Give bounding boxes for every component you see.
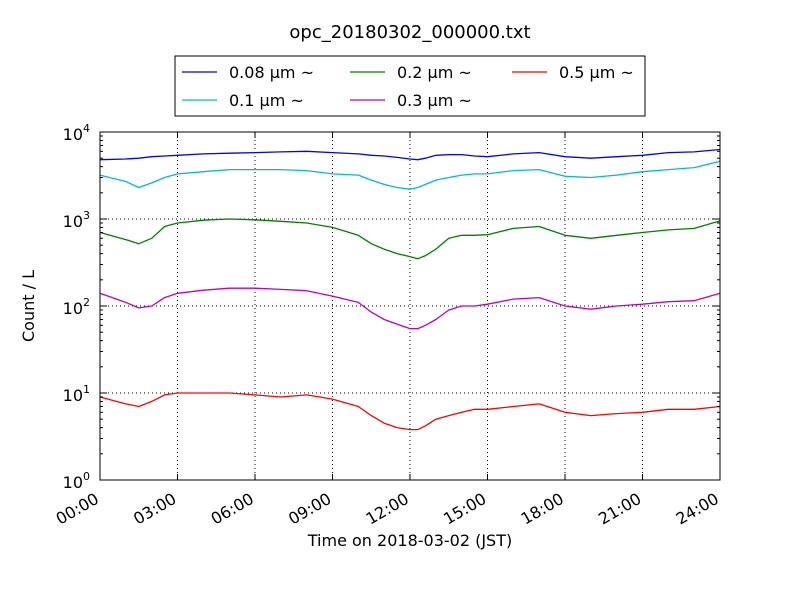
x-axis: 00:00 03:00 06:00 09:00 12:00 15:00 18:00 21:00… <box>53 132 722 529</box>
y-tick-label: 103 <box>63 209 90 231</box>
legend-label: 0.08 μm ~ <box>229 63 314 82</box>
x-tick-label: 24:00 <box>673 489 722 529</box>
legend-label: 0.2 μm ~ <box>397 63 472 82</box>
series-line <box>99 218 721 260</box>
chart-title: opc_20180302_000000.txt <box>289 22 530 43</box>
y-tick-label: 104 <box>63 122 90 144</box>
y-tick-label: 100 <box>63 470 90 492</box>
legend-label: 0.3 μm ~ <box>397 91 472 110</box>
x-tick-label: 00:00 <box>53 489 102 529</box>
y-tick-label: 101 <box>63 383 90 405</box>
legend-label: 0.1 μm ~ <box>229 91 304 110</box>
series-line <box>99 287 721 330</box>
x-tick-label: 09:00 <box>285 489 334 529</box>
legend-items: 0.08 μm ~ 0.1 μm ~ 0.2 μm ~ 0.3 μm ~ 0.5 μm … <box>182 63 634 110</box>
legend: 0.08 μm ~ 0.1 μm ~ 0.2 μm ~ 0.3 μm ~ 0.5 μm … <box>174 55 646 117</box>
series-line <box>99 160 721 190</box>
gridlines <box>100 132 720 480</box>
x-tick-label: 12:00 <box>363 489 412 529</box>
x-axis-label: Time on 2018-03-02 (JST) <box>307 531 512 550</box>
x-tick-label: 21:00 <box>595 489 644 529</box>
legend-box <box>174 55 646 117</box>
y-axis: 100 101 102 103 104 <box>63 122 720 492</box>
y-axis-label: Count / L <box>19 270 38 342</box>
x-tick-label: 06:00 <box>208 489 257 529</box>
legend-label: 0.5 μm ~ <box>559 63 634 82</box>
y-tick-label: 102 <box>63 296 90 318</box>
x-tick-label: 15:00 <box>440 489 489 529</box>
x-tick-label: 03:00 <box>130 489 179 529</box>
series-line <box>99 148 721 161</box>
x-tick-label: 18:00 <box>518 489 567 529</box>
series-line <box>99 392 721 431</box>
series-lines <box>99 148 721 431</box>
